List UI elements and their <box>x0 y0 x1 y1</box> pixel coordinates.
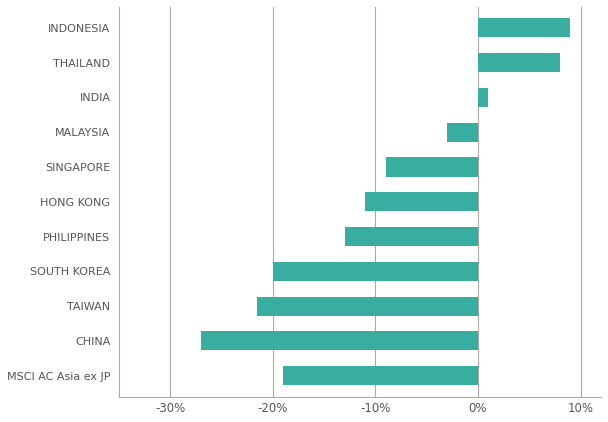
Bar <box>385 157 478 176</box>
Bar <box>201 331 478 350</box>
Bar <box>273 262 478 281</box>
Bar <box>283 366 478 385</box>
Bar <box>447 123 478 142</box>
Bar <box>478 53 560 72</box>
Bar <box>365 192 478 211</box>
Bar <box>478 88 488 107</box>
Bar <box>345 227 478 246</box>
Bar <box>478 18 570 38</box>
Bar <box>257 297 478 316</box>
